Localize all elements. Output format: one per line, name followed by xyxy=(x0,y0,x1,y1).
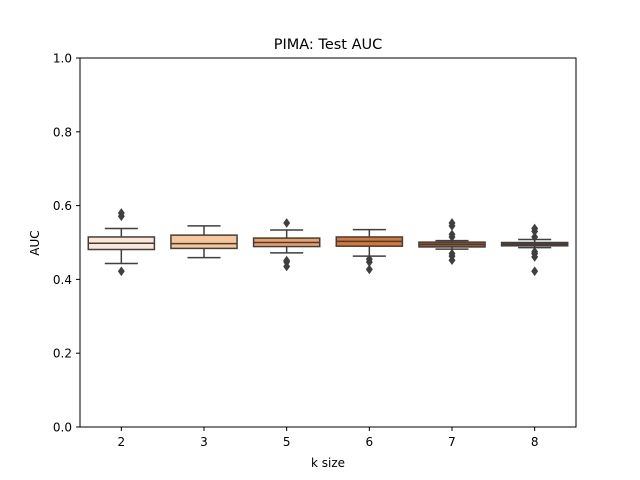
outlier-point xyxy=(283,218,291,228)
box-group-8 xyxy=(500,223,569,277)
outlier-point xyxy=(117,208,125,218)
x-tick-label: 8 xyxy=(531,435,539,449)
box-group-5 xyxy=(252,218,321,272)
box-iqr xyxy=(170,234,238,250)
chart-title: PIMA: Test AUC xyxy=(274,37,383,53)
outlier-point xyxy=(531,246,539,257)
outlier-point xyxy=(365,264,373,275)
outlier-point xyxy=(283,255,291,266)
x-tick-label: 6 xyxy=(366,435,374,449)
outlier-point xyxy=(365,254,373,264)
y-tick-label: 0.0 xyxy=(53,421,72,435)
outlier-point xyxy=(531,232,539,242)
plot-frame xyxy=(79,57,577,428)
box-group-7 xyxy=(418,218,486,266)
y-tick-label: 0.6 xyxy=(53,199,72,213)
box-group-2 xyxy=(87,208,156,277)
box-group-3 xyxy=(170,225,238,259)
x-tick-label: 5 xyxy=(283,435,291,449)
y-tick-label: 0.8 xyxy=(53,125,72,139)
y-tick-label: 0.4 xyxy=(53,273,72,287)
y-axis-label: AUC xyxy=(28,230,42,255)
outlier-point xyxy=(448,229,456,240)
x-tick-label: 3 xyxy=(200,435,208,449)
x-tick-label: 2 xyxy=(118,435,126,449)
x-axis-label: k size xyxy=(311,456,345,470)
outlier-point xyxy=(531,266,539,277)
y-tick-label: 1.0 xyxy=(53,52,72,66)
outlier-point xyxy=(448,248,456,259)
outlier-point xyxy=(117,266,125,277)
outlier-point xyxy=(448,218,456,228)
y-tick-label: 0.2 xyxy=(53,347,72,361)
x-tick-label: 7 xyxy=(448,435,456,449)
box-group-6 xyxy=(335,228,404,275)
outlier-point xyxy=(531,223,539,234)
